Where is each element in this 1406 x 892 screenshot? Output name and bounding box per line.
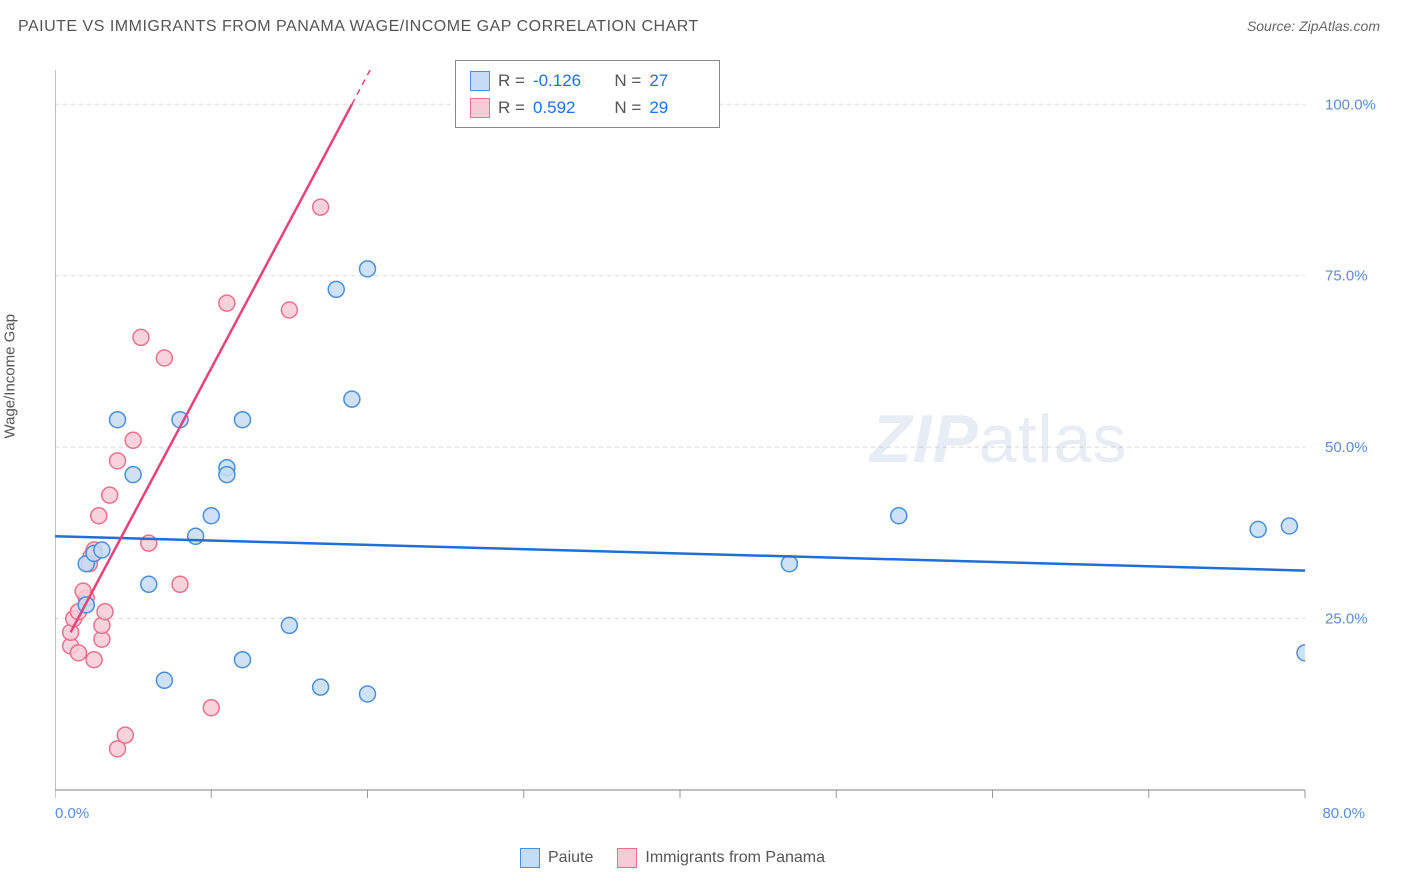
svg-text:0.0%: 0.0% [55, 805, 89, 820]
stats-row: R = -0.126 N = 27 [470, 67, 705, 94]
series-legend: Paiute Immigrants from Panama [520, 848, 825, 868]
stat-label: N = [614, 67, 641, 94]
source-label: Source: ZipAtlas.com [1247, 18, 1380, 34]
svg-text:80.0%: 80.0% [1322, 805, 1365, 820]
scatter-chart: 25.0% 50.0% 75.0% 100.0% 0.0% 80.0% [55, 50, 1385, 820]
legend-item: Immigrants from Panama [617, 848, 825, 868]
svg-text:25.0%: 25.0% [1325, 611, 1368, 628]
chart-title: PAIUTE VS IMMIGRANTS FROM PANAMA WAGE/IN… [18, 18, 699, 36]
correlation-stats-box: R = -0.126 N = 27 R = 0.592 N = 29 [455, 60, 720, 128]
stats-row: R = 0.592 N = 29 [470, 94, 705, 121]
series-swatch [617, 848, 637, 868]
legend-item: Paiute [520, 848, 593, 868]
y-axis-label: Wage/Income Gap [2, 314, 19, 439]
svg-text:100.0%: 100.0% [1325, 96, 1376, 113]
n-value: 27 [649, 67, 705, 94]
legend-label: Paiute [548, 849, 593, 867]
stat-label: R = [498, 67, 525, 94]
series-swatch [520, 848, 540, 868]
n-value: 29 [649, 94, 705, 121]
stat-label: N = [614, 94, 641, 121]
svg-text:50.0%: 50.0% [1325, 439, 1368, 456]
legend-label: Immigrants from Panama [645, 849, 825, 867]
svg-text:75.0%: 75.0% [1325, 268, 1368, 285]
r-value: 0.592 [533, 94, 589, 121]
stat-label: R = [498, 94, 525, 121]
r-value: -0.126 [533, 67, 589, 94]
series-swatch [470, 71, 490, 91]
series-swatch [470, 98, 490, 118]
plot-area: 25.0% 50.0% 75.0% 100.0% 0.0% 80.0% [55, 50, 1385, 820]
